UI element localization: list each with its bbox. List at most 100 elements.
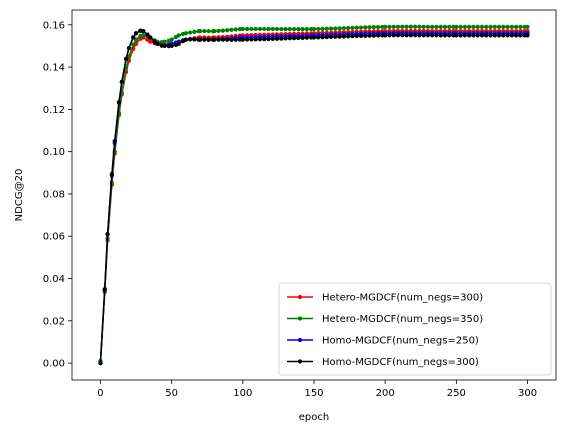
series-3-point-13	[145, 32, 150, 37]
series-1-point-74	[387, 24, 392, 29]
series-1-point-37	[233, 27, 238, 32]
series-1-point-75	[391, 24, 396, 29]
series-3-point-92	[462, 33, 467, 38]
series-1-point-49	[283, 26, 288, 32]
series-3-point-58	[320, 35, 325, 40]
series-1-point-90	[454, 24, 459, 30]
series-1-point-78	[404, 24, 409, 29]
x-tick-label-6: 300	[518, 388, 537, 399]
series-3-point-52	[296, 35, 301, 41]
series-1-point-65	[350, 25, 355, 30]
series-3-point-100	[496, 33, 502, 38]
series-1-point-34	[220, 28, 225, 33]
series-1-point-46	[270, 26, 275, 32]
y-tick-label-4: 0.08	[43, 189, 65, 200]
series-3-point-81	[417, 33, 422, 38]
series-1-point-26	[192, 29, 197, 34]
series-3-point-107	[525, 33, 530, 38]
series-3-point-77	[400, 33, 405, 38]
series-3-point-98	[488, 33, 493, 38]
series-3-point-84	[430, 33, 435, 38]
series-3-point-40	[244, 37, 250, 42]
series-3-point-15	[152, 39, 157, 44]
series-3-point-85	[434, 33, 439, 38]
series-3-point-76	[395, 33, 401, 38]
series-1-point-83	[425, 24, 430, 29]
series-3-point-90	[454, 33, 459, 38]
series-1-point-85	[434, 24, 439, 29]
series-1-point-86	[438, 24, 443, 29]
series-1-point-18	[162, 39, 167, 44]
series-3-point-65	[350, 34, 355, 39]
series-3-point-71	[375, 33, 381, 38]
series-3-point-56	[311, 35, 317, 40]
x-axis-label: epoch	[299, 412, 329, 423]
y-tick-label-5: 0.10	[43, 147, 65, 158]
x-tick-label-2: 100	[233, 388, 252, 399]
series-3-point-104	[514, 33, 519, 38]
series-3-point-69	[367, 33, 372, 38]
series-3-point-7	[123, 56, 129, 62]
series-1-point-84	[430, 24, 435, 29]
series-1-point-93	[467, 24, 472, 30]
series-3-point-63	[341, 34, 346, 39]
series-1-point-22	[176, 33, 181, 38]
series-3-point-49	[283, 36, 288, 41]
series-3-point-97	[484, 33, 489, 38]
series-1-point-48	[279, 26, 284, 32]
series-3-point-42	[253, 37, 258, 42]
series-3-point-54	[304, 35, 309, 40]
series-3-point-91	[458, 33, 463, 38]
legend-marker-1	[297, 316, 303, 321]
y-axis-ticks: 0.00 0.02 0.04 0.06 0.08 0.10 0.12 0.14 0.16	[43, 20, 72, 370]
series-3-point-20	[169, 43, 174, 49]
series-1-point-71	[375, 24, 381, 30]
legend-box	[278, 282, 552, 376]
legend-label-2: Homo-MGDCF(num_negs=250)	[322, 336, 479, 347]
series-3-point-37	[233, 37, 238, 42]
series-1-point-77	[400, 24, 405, 29]
series-3-point-8	[126, 45, 132, 51]
series-1-point-68	[363, 25, 368, 30]
series-3-point-43	[257, 37, 263, 42]
series-3-point-34	[220, 37, 225, 42]
series-1-point-99	[492, 24, 497, 30]
series-3-point-82	[421, 33, 426, 38]
series-1-point-12	[141, 33, 146, 38]
series-3-point-30	[206, 37, 211, 42]
series-3-point-79	[408, 33, 413, 38]
series-3-point-39	[240, 37, 245, 42]
series-3-point-95	[475, 33, 480, 38]
series-1-point-62	[337, 26, 342, 31]
series-1-point-73	[383, 24, 388, 30]
series-3-point-78	[404, 33, 409, 38]
series-3-point-102	[505, 33, 510, 38]
series-3-point-74	[387, 33, 392, 38]
series-1-point-58	[320, 26, 325, 31]
series-1-point-52	[296, 27, 301, 32]
series-3-point-59	[324, 34, 329, 40]
series-1-point-41	[249, 26, 254, 32]
series-1-point-107	[525, 24, 530, 30]
y-axis-label: NDCG@20	[14, 169, 25, 222]
series-3-point-35	[225, 37, 230, 42]
series-3-point-96	[479, 33, 485, 38]
series-1-point-100	[496, 24, 502, 30]
series-1-point-53	[300, 27, 305, 32]
series-1-point-25	[188, 30, 193, 35]
series-3-point-80	[412, 33, 418, 38]
x-tick-label-5: 250	[447, 388, 466, 399]
series-1-point-10	[133, 37, 139, 42]
series-1-point-104	[514, 24, 519, 30]
series-1-point-45	[266, 26, 271, 32]
legend-marker-0	[297, 294, 303, 300]
series-3-point-93	[467, 33, 472, 38]
series-3-point-44	[262, 37, 267, 42]
series-1-point-59	[324, 26, 329, 31]
series-3-point-18	[162, 43, 167, 49]
series-1-point-82	[421, 24, 426, 29]
series-3-point-22	[176, 41, 181, 46]
series-3-point-12	[141, 29, 146, 34]
series-1-point-61	[333, 26, 338, 31]
series-1-point-103	[509, 24, 514, 30]
